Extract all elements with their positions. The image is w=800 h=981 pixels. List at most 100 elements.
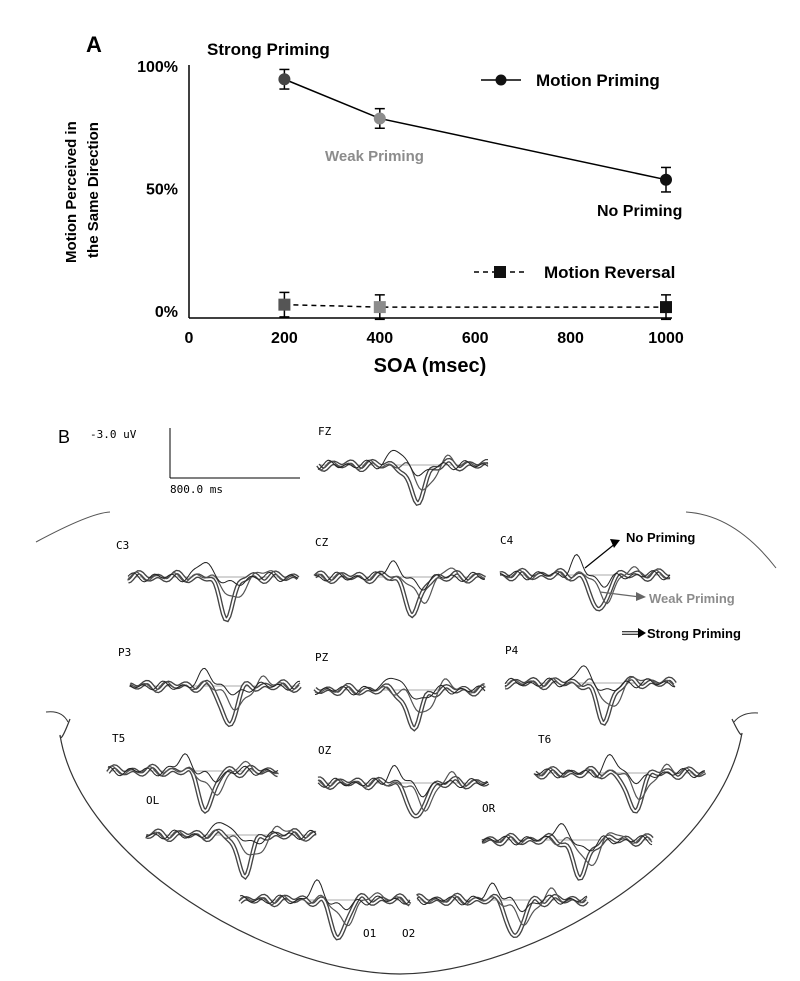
data-point-square [278,298,291,311]
electrode-label: C3 [116,539,129,552]
electrode-label: P3 [118,646,131,659]
waveform-strong-priming [316,457,488,507]
electrode-label: C4 [500,534,514,547]
electrode-label: P4 [505,644,519,657]
x-tick-labels: 0 200 400 600 800 1000 [185,330,684,347]
waveform-weak-priming [314,678,486,713]
scale-time-label: 800.0 ms [170,483,223,496]
arrow-no-priming-head [610,539,620,548]
electrode-p3: P3 [118,646,302,728]
chart-legend: Motion Priming Motion Reversal [474,71,675,282]
data-point-circle [660,173,672,186]
waveform-weak-priming [416,887,588,926]
legend-label-motion-priming: Motion Priming [536,71,660,90]
panel-b-erp-head-map: B -3.0 uV 800.0 ms FZ C3 CZ C4 P3 PZ P4 T5 OZ T6 O… [35,425,777,975]
electrode-label: T6 [538,733,551,746]
x-tick-label: 0 [185,330,194,347]
waveform-no-priming [416,882,588,913]
electrode-t5: T5 [106,732,279,814]
erp-legend: No Priming Weak Priming Strong Priming [584,530,741,641]
electrode-c4: C4 [499,534,671,612]
data-point-square [373,301,386,314]
x-axis-title: SOA (msec) [374,355,487,377]
legend-strong-priming: Strong Priming [647,626,741,641]
x-tick-label: 200 [271,330,298,347]
legend-weak-priming: Weak Priming [649,591,735,606]
x-tick-label: 800 [557,330,584,347]
waveform-strong-priming [504,675,677,726]
legend-no-priming: No Priming [626,530,695,545]
legend-marker-motion-priming [495,74,507,86]
legend-label-motion-reversal: Motion Reversal [544,263,675,282]
y-tick-label: 0% [155,304,178,321]
data-point-circle [278,73,291,86]
waveform-weak-priming [127,570,299,598]
electrode-or: OR [481,802,654,881]
waveform-strong-priming [481,832,654,881]
head-outline-left-side [45,711,69,723]
electrode-ol: OL [145,794,317,880]
waveform-weak-priming [317,770,489,812]
electrode-label: PZ [315,651,329,664]
electrode-oz: OZ [317,744,490,819]
waveform-no-priming [534,753,706,785]
data-point-circle [373,112,386,125]
waveform-weak-priming [314,567,486,605]
waveform-weak-priming [499,566,671,605]
electrode-label: OR [482,802,496,815]
electrode-layer: FZ C3 CZ C4 P3 PZ P4 T5 OZ T6 OL OR O1 O2 [106,425,707,941]
electrode-label: OL [146,794,160,807]
x-tick-label: 400 [366,330,393,347]
arrow-weak-priming-head [636,592,646,601]
waveform-no-priming [239,879,411,911]
legend-marker-motion-reversal [494,266,506,278]
annotation-no-priming: No Priming [597,203,682,220]
electrode-fz: FZ [316,425,489,507]
waveform-no-priming [314,677,486,700]
waveform-no-priming [129,667,301,696]
y-tick-label: 100% [137,59,178,76]
waveform-strong-priming [313,569,486,619]
annotation-weak-priming: Weak Priming [325,148,424,165]
panel-b-label: B [58,427,70,447]
electrode-o1: O1 [238,879,412,941]
waveform-weak-priming [145,825,317,856]
series-layer [278,68,672,321]
head-outline-right-side [733,712,759,723]
waveform-no-priming [317,449,489,477]
series-line-1 [284,303,666,308]
waveform-no-priming [314,560,486,591]
head-outline-left-ear [35,511,111,543]
waveform-weak-priming [481,832,653,867]
y-axis-title: Motion Perceived in the Same Direction [63,117,102,263]
electrode-t6: T6 [533,733,707,814]
waveform-no-priming [481,823,653,852]
arrow-strong-priming-head [638,628,646,638]
waveform-no-priming [499,553,671,588]
waveform-no-priming [317,764,489,798]
waveform-weak-priming [129,675,301,711]
y-tick-label: 50% [146,182,178,199]
panel-a-label: A [86,32,102,57]
electrode-label: T5 [112,732,125,745]
waveform-no-priming [107,753,279,783]
electrode-label: OZ [318,744,332,757]
electrode-cz: CZ [313,536,486,619]
electrode-o2: O2 [402,882,589,940]
electrode-pz: PZ [313,651,486,732]
panel-a-line-chart: A 0% 50% 100% 0 200 400 600 800 1000 Motion Per… [63,32,684,377]
electrode-c3: C3 [116,539,300,623]
y-tick-labels: 0% 50% 100% [137,59,178,321]
data-point-square [660,301,672,314]
waveform-no-priming [127,561,299,587]
waveform-strong-priming [145,828,317,880]
scale-bar: -3.0 uV 800.0 ms [90,428,300,496]
electrode-label: FZ [318,425,332,438]
waveform-no-priming [145,822,317,845]
head-outline-right-ear [685,511,777,569]
x-tick-label: 1000 [648,330,684,347]
arrow-weak-priming [599,591,641,598]
scale-voltage-label: -3.0 uV [90,428,137,441]
electrode-p4: P4 [504,644,677,726]
